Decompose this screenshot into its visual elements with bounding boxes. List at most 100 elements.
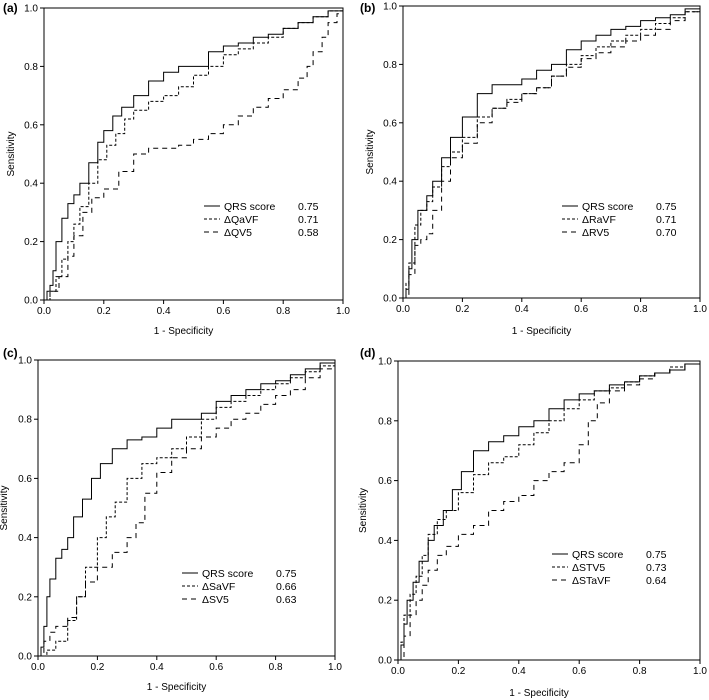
x-tick-label: 0.6: [216, 306, 230, 317]
legend-series-name: QRS score: [224, 201, 276, 213]
x-tick-label: 1.0: [328, 662, 342, 673]
roc-curve-series-1: [44, 8, 344, 301]
legend-series-name: ΔSV5: [202, 594, 229, 606]
x-tick-label: 0.4: [150, 662, 164, 673]
legend-series-name: ΔQaVF: [224, 214, 258, 226]
x-tick-label: 0.6: [574, 304, 588, 315]
x-tick-label: 0.0: [37, 306, 51, 317]
legend-series-name: QRS score: [572, 549, 624, 561]
y-tick-label: 0.2: [378, 596, 392, 607]
legend-series-name: ΔRV5: [582, 227, 609, 239]
legend-auc-value: 0.70: [656, 227, 677, 239]
x-tick-label: 0.4: [515, 304, 529, 315]
legend-series-name: ΔRaVF: [582, 214, 616, 226]
y-axis-label: Sensitivity: [6, 131, 17, 176]
y-tick-label: 0.0: [24, 296, 38, 307]
legend-series-name: QRS score: [202, 568, 254, 580]
x-tick-label: 0.6: [572, 666, 586, 677]
y-tick-label: 0.6: [18, 474, 32, 485]
y-tick-label: 0.2: [18, 592, 32, 603]
y-tick-label: 0.4: [18, 533, 32, 544]
y-tick-label: 1.0: [18, 356, 32, 367]
roc-curve-series-2: [403, 6, 701, 299]
legend-auc-value: 0.75: [276, 568, 297, 580]
panel-label: (d): [360, 346, 375, 360]
x-tick-label: 0.6: [209, 662, 223, 673]
y-tick-label: 1.0: [378, 357, 392, 368]
x-tick-label: 0.8: [269, 662, 283, 673]
plot-frame: [402, 5, 701, 299]
panel-label: (c): [3, 346, 18, 360]
legend-auc-value: 0.73: [646, 562, 667, 574]
x-tick-label: 0.8: [634, 304, 648, 315]
roc-curve-series-2: [44, 8, 344, 301]
y-tick-label: 0.6: [378, 476, 392, 487]
x-tick-label: 0.2: [451, 666, 465, 677]
y-axis-label: Sensitivity: [365, 129, 376, 174]
legend-auc-value: 0.75: [646, 549, 667, 561]
roc-curve-series-1: [38, 360, 336, 657]
panel-label: (a): [3, 1, 18, 15]
roc-panel-d: (d) 0.0 0.2 0.4 0.6 0.8 1.0 0.0 0.2 0.4 0.6 0.8 1.0 1…: [358, 346, 707, 699]
plot-frame: [37, 359, 336, 657]
y-tick-label: 0.0: [378, 656, 392, 667]
roc-panel-a: (a) 0.0 0.2 0.4 0.6 0.8 1.0 0.0 0.2 0.4 0.6 0.8 1.0 1…: [3, 1, 350, 337]
y-tick-label: 0.8: [24, 62, 38, 73]
y-axis-label: Sensitivity: [358, 488, 369, 533]
x-tick-label: 0.4: [512, 666, 526, 677]
legend-series-name: ΔSTaVF: [572, 575, 611, 587]
plot-frame: [43, 7, 344, 301]
y-tick-label: 0.4: [378, 536, 392, 547]
roc-curve-series-0: [38, 360, 336, 657]
x-tick-label: 0.8: [276, 306, 290, 317]
y-axis-label: Sensitivity: [0, 485, 10, 530]
y-tick-label: 0.2: [383, 235, 397, 246]
legend-series-name: QRS score: [582, 201, 634, 213]
y-tick-label: 0.2: [24, 237, 38, 248]
y-tick-label: 0.0: [18, 652, 32, 663]
roc-curve-series-1: [403, 6, 701, 299]
x-tick-label: 0.0: [31, 662, 45, 673]
legend-auc-value: 0.66: [276, 581, 297, 593]
x-tick-label: 0.2: [97, 306, 111, 317]
x-tick-label: 0.8: [633, 666, 647, 677]
y-tick-label: 1.0: [24, 4, 38, 15]
y-tick-label: 0.8: [378, 416, 392, 427]
y-tick-label: 1.0: [383, 2, 397, 13]
legend-auc-value: 0.71: [298, 214, 319, 226]
legend-series-name: ΔSTV5: [572, 562, 605, 574]
legend-series-name: ΔQV5: [224, 227, 252, 239]
legend-auc-value: 0.71: [656, 214, 677, 226]
roc-curve-series-0: [398, 361, 701, 661]
panel-label: (b): [360, 1, 375, 15]
x-tick-label: 0.0: [391, 666, 405, 677]
plot-frame: [397, 360, 701, 661]
roc-panel-b: (b) 0.0 0.2 0.4 0.6 0.8 1.0 0.0 0.2 0.4 0.6 0.8 1.0 1…: [360, 1, 707, 337]
legend-auc-value: 0.58: [298, 227, 319, 239]
roc-curve-series-2: [398, 361, 701, 661]
roc-curve-series-2: [38, 360, 336, 657]
y-tick-label: 0.6: [383, 118, 397, 129]
x-tick-label: 1.0: [693, 304, 707, 315]
x-tick-label: 1.0: [693, 666, 707, 677]
legend-auc-value: 0.75: [298, 201, 319, 213]
legend-auc-value: 0.75: [656, 201, 677, 213]
roc-curve-series-0: [44, 8, 344, 301]
roc-panel-c: (c) 0.0 0.2 0.4 0.6 0.8 1.0 0.0 0.2 0.4 0.6 0.8 1.0 1…: [0, 346, 342, 693]
x-axis-label: 1 - Specificity: [509, 688, 568, 699]
legend-auc-value: 0.63: [276, 594, 297, 606]
x-axis-label: 1 - Specificity: [512, 326, 571, 337]
y-tick-label: 0.6: [24, 120, 38, 131]
x-tick-label: 0.4: [157, 306, 171, 317]
legend-series-name: ΔSaVF: [202, 581, 235, 593]
x-axis-label: 1 - Specificity: [147, 682, 206, 693]
y-tick-label: 0.8: [383, 60, 397, 71]
x-tick-label: 1.0: [336, 306, 350, 317]
y-tick-label: 0.0: [383, 294, 397, 305]
legend-auc-value: 0.64: [646, 575, 667, 587]
roc-curve-series-0: [403, 6, 701, 299]
y-tick-label: 0.4: [383, 177, 397, 188]
x-axis-label: 1 - Specificity: [154, 326, 213, 337]
y-tick-label: 0.8: [18, 415, 32, 426]
